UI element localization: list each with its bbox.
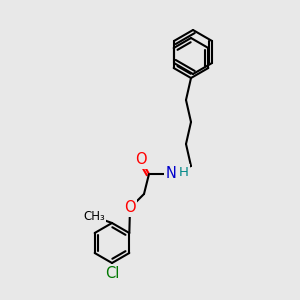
- Text: H: H: [179, 166, 189, 178]
- Text: O: O: [135, 152, 147, 167]
- Text: O: O: [124, 200, 136, 215]
- Text: Cl: Cl: [105, 266, 119, 280]
- Text: CH₃: CH₃: [83, 209, 105, 223]
- Text: N: N: [166, 167, 176, 182]
